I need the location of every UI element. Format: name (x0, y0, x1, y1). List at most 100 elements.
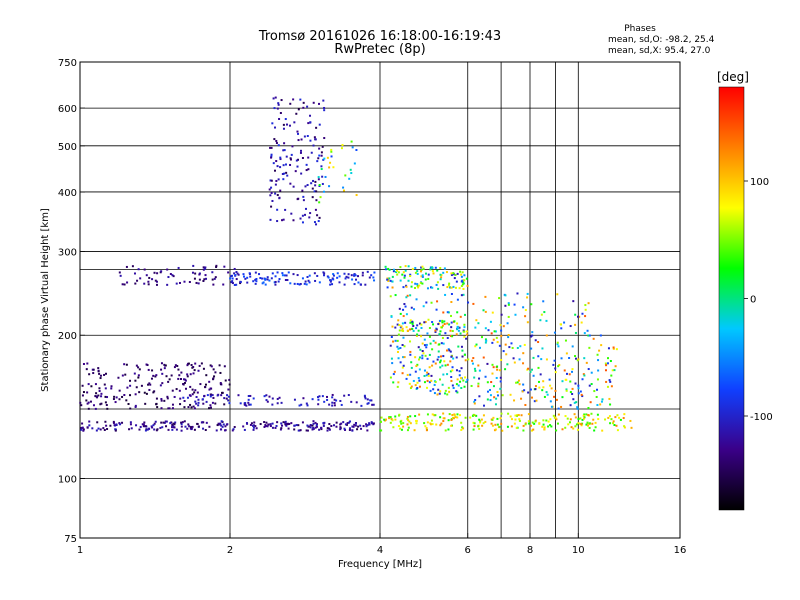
data-point (279, 428, 282, 431)
data-point (414, 266, 417, 269)
data-point (259, 423, 262, 426)
data-point (323, 157, 326, 160)
data-point (100, 395, 103, 398)
data-point (94, 395, 97, 398)
data-point (574, 313, 577, 316)
data-point (293, 424, 296, 427)
data-point (155, 374, 158, 377)
data-point (204, 429, 207, 432)
data-point (324, 175, 327, 178)
data-point (445, 271, 448, 274)
data-point (173, 366, 176, 369)
data-point (432, 360, 435, 363)
data-point (431, 348, 434, 351)
data-point (460, 275, 463, 278)
data-point (584, 315, 587, 318)
data-point (437, 388, 440, 391)
data-point (297, 132, 300, 135)
data-point (289, 157, 292, 160)
data-point (192, 264, 195, 267)
data-point (380, 429, 383, 432)
data-point (203, 278, 206, 281)
data-point (294, 170, 297, 173)
data-point (221, 425, 224, 428)
data-point (424, 354, 427, 357)
data-point (309, 139, 312, 142)
data-point (592, 418, 595, 421)
data-point (86, 426, 89, 429)
data-point (458, 326, 461, 329)
data-point (364, 283, 367, 286)
data-point (219, 422, 222, 425)
data-point (320, 154, 323, 157)
data-point (545, 358, 548, 361)
data-point (437, 355, 440, 358)
data-point (302, 101, 305, 104)
data-point (196, 422, 199, 425)
data-point (263, 425, 266, 428)
data-point (570, 426, 573, 429)
data-point (351, 425, 354, 428)
data-point (449, 334, 452, 337)
data-point (523, 343, 526, 346)
data-point (397, 347, 400, 350)
data-point (450, 424, 453, 427)
data-point (491, 363, 494, 366)
data-point (270, 146, 273, 149)
data-point (588, 384, 591, 387)
data-point (151, 426, 154, 429)
data-point (344, 428, 347, 431)
data-point (318, 281, 321, 284)
data-point (539, 373, 542, 376)
data-point (194, 389, 197, 392)
data-point (129, 379, 132, 382)
data-point (543, 426, 546, 429)
data-point (239, 282, 242, 285)
data-point (360, 404, 363, 407)
data-point (513, 399, 516, 402)
data-point (429, 342, 432, 345)
data-point (473, 367, 476, 370)
data-point (456, 325, 459, 328)
data-point (264, 283, 267, 286)
data-point (179, 397, 182, 400)
data-point (418, 385, 421, 388)
data-point (510, 425, 513, 428)
data-point (234, 274, 237, 277)
y-tick-label: 75 (64, 534, 77, 545)
data-point (607, 416, 610, 419)
data-point (575, 423, 578, 426)
data-point (143, 282, 146, 285)
data-point (455, 280, 458, 283)
data-point (205, 400, 208, 403)
data-point (478, 418, 481, 421)
data-point (414, 286, 417, 289)
data-point (322, 158, 325, 161)
data-point (181, 421, 184, 424)
data-point (242, 273, 245, 276)
data-point (364, 397, 367, 400)
data-point (514, 418, 517, 421)
data-point (151, 369, 154, 372)
data-point (81, 384, 84, 387)
data-point (391, 280, 394, 283)
data-point (96, 396, 99, 399)
data-point (274, 283, 277, 286)
data-point (348, 429, 351, 432)
data-point (409, 353, 412, 356)
y-tick-label: 300 (58, 247, 77, 258)
data-point (171, 407, 174, 410)
data-point (411, 320, 414, 323)
data-point (275, 179, 278, 182)
data-point (290, 422, 293, 425)
data-point (296, 158, 299, 161)
data-point (184, 387, 187, 390)
data-point (255, 280, 258, 283)
data-point (612, 346, 615, 349)
data-point (397, 357, 400, 360)
data-point (365, 423, 368, 426)
data-point (473, 400, 476, 403)
data-point (569, 418, 572, 421)
data-point (430, 286, 433, 289)
data-point (444, 332, 447, 335)
